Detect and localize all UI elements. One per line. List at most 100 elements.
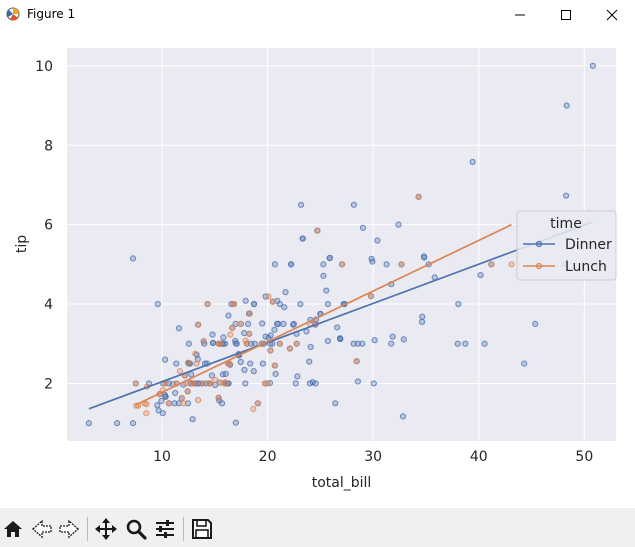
dinner-data-point: [275, 320, 282, 327]
dinner-data-point: [481, 340, 488, 347]
zoom-button[interactable]: [124, 517, 148, 541]
dinner-data-point: [334, 324, 341, 331]
dinner-data-point: [359, 224, 367, 231]
lunch-data-point: [338, 261, 346, 268]
dinner-data-point: [129, 420, 137, 427]
legend-dinner-label: Dinner: [565, 237, 612, 253]
dinner-data-point: [389, 333, 396, 340]
lunch-data-point: [165, 400, 172, 407]
lunch-data-point: [143, 400, 150, 408]
lunch-data-point: [264, 380, 271, 387]
dinner-data-point: [369, 258, 376, 265]
dinner-data-point: [320, 261, 327, 268]
back-button[interactable]: [30, 517, 54, 541]
lunch-data-point: [211, 376, 219, 383]
legend-title: time: [550, 216, 582, 232]
dinner-data-point: [299, 235, 306, 242]
lunch-data-point: [353, 358, 360, 365]
dinner-data-point: [370, 380, 377, 387]
dinner-data-point: [209, 331, 216, 338]
dinner-data-point: [161, 356, 169, 363]
x-tick-label: 40: [470, 449, 488, 465]
lunch-data-point: [199, 380, 206, 387]
toolbar-separator: [183, 517, 184, 541]
y-tick-label: 2: [44, 376, 53, 392]
dinner-data-point: [175, 325, 183, 332]
dinner-data-point: [114, 420, 121, 427]
dinner-data-point: [326, 254, 333, 262]
dinner-data-point: [371, 337, 378, 344]
scatter-chart: 10 20 30 40 50 2 4 6 8 10 total_bill tip time Din…: [14, 48, 617, 491]
home-button[interactable]: [1, 517, 25, 541]
minimize-button[interactable]: [497, 0, 543, 30]
dinner-data-point: [188, 371, 195, 378]
configure-subplots-button[interactable]: [153, 517, 177, 541]
dinner-data-point: [184, 400, 192, 407]
y-tick-label: 10: [35, 59, 53, 75]
dinner-data-point: [154, 300, 161, 308]
dinner-data-point: [388, 340, 395, 347]
lunch-data-point: [192, 350, 199, 357]
y-tick-label: 4: [44, 297, 53, 313]
dinner-data-point: [241, 329, 248, 337]
lunch-data-point: [217, 340, 224, 347]
dinner-data-point: [276, 300, 283, 308]
dinner-data-point: [250, 368, 257, 375]
close-button[interactable]: [589, 0, 635, 30]
matplotlib-app-icon: [6, 7, 20, 21]
x-tick-label: 10: [153, 449, 171, 465]
lunch-regression-line: [135, 223, 512, 406]
dinner-data-point: [532, 320, 539, 327]
dinner-data-point: [383, 261, 390, 268]
dinner-data-point: [250, 300, 258, 308]
dinner-data-point: [225, 312, 232, 319]
dinner-data-point: [232, 340, 239, 347]
pan-button[interactable]: [94, 517, 118, 541]
dinner-data-point: [222, 370, 229, 378]
dinner-data-point: [399, 413, 407, 420]
dinner-data-point: [400, 336, 407, 343]
dinner-data-point: [292, 380, 299, 387]
y-axis-label: tip: [14, 235, 30, 253]
dinner-data-point: [395, 221, 402, 228]
lunch-data-point: [226, 360, 233, 367]
lunch-data-point: [265, 293, 272, 300]
legend-lunch-label: Lunch: [565, 259, 607, 275]
x-axis-label: total_bill: [312, 475, 372, 491]
x-tick-label: 20: [259, 449, 277, 465]
window-title: Figure 1: [27, 7, 76, 21]
lunch-data-point: [237, 320, 244, 327]
dinner-data-point: [171, 400, 178, 407]
dinner-data-point: [259, 320, 266, 327]
dinner-data-point: [354, 378, 361, 385]
dinner-data-point: [209, 339, 217, 347]
dinner-data-point: [237, 358, 244, 366]
lunch-data-point: [398, 261, 405, 268]
lunch-data-point: [229, 324, 236, 331]
dinner-data-point: [418, 318, 426, 326]
lunch-data-point: [132, 380, 139, 387]
dinner-data-point: [173, 360, 180, 367]
lunch-data-point: [246, 310, 253, 317]
dinner-data-point: [154, 402, 161, 409]
legend-dinner-marker: [535, 240, 543, 248]
x-tick-label: 30: [364, 449, 382, 465]
lunch-data-point: [216, 379, 223, 386]
legend-lunch-marker: [535, 262, 543, 270]
dinner-data-point: [469, 158, 476, 166]
dinner-data-point: [251, 340, 258, 347]
maximize-button[interactable]: [543, 0, 589, 30]
dinner-data-point: [350, 201, 357, 208]
dinner-data-point: [208, 372, 216, 379]
save-button[interactable]: [190, 517, 214, 541]
y-tick-label: 8: [44, 138, 53, 154]
dinner-data-point: [232, 419, 239, 426]
pan-icon: [95, 518, 117, 540]
dinner-data-point: [185, 340, 192, 347]
forward-button[interactable]: [57, 517, 81, 541]
dinner-data-point: [162, 393, 169, 401]
x-tick-label: 50: [575, 449, 593, 465]
dinner-data-point: [280, 320, 287, 327]
lunch-data-point: [206, 380, 213, 387]
lunch-data-point: [200, 338, 207, 345]
